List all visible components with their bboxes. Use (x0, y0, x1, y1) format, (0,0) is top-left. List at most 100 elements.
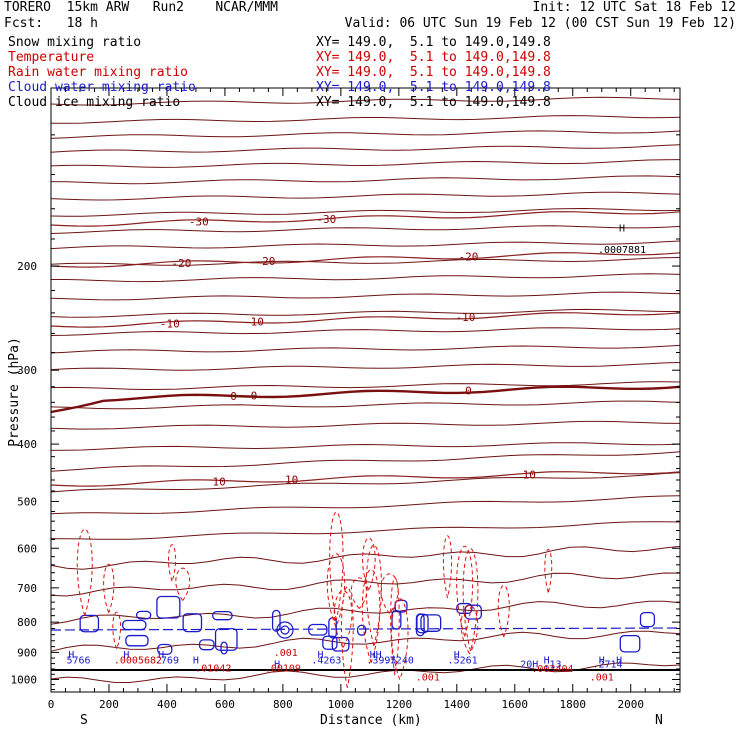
x-tick-label: 600 (215, 698, 235, 711)
cloud-water-contour (214, 628, 238, 651)
extremum-label: 5766 (66, 656, 90, 667)
x-tick-label: 1600 (502, 698, 529, 711)
theta-contour-line (50, 291, 681, 301)
cloud-water-contour (415, 613, 425, 637)
theta-contour-line (50, 545, 681, 570)
theta-contour-line (50, 130, 681, 139)
rain-water-contour (175, 567, 191, 601)
theta-contour-line (50, 600, 681, 625)
extremum-label: .769 (155, 656, 179, 667)
y-tick-label: 800 (17, 616, 37, 629)
temperature-contour--10 (50, 312, 681, 328)
cloud-water-contour (79, 614, 100, 633)
y-tick-label: 900 (17, 646, 37, 659)
extremum-label: .01042 (195, 664, 231, 675)
theta-contour-line (50, 451, 681, 472)
theta-contour-line (50, 630, 681, 652)
temperature-contour--20 (50, 252, 681, 268)
cloud-water-contour (212, 610, 233, 621)
theta-contour-line (50, 400, 681, 410)
y-tick-label: 200 (17, 260, 37, 273)
theta-contour-line (50, 344, 681, 354)
temperature-contour-label: -20 (458, 251, 478, 264)
cloud-water-contour (639, 612, 656, 628)
header-run-info: TORERO 15km ARW Run2 NCAR/MMM (4, 0, 278, 15)
rain-water-contour (341, 586, 354, 688)
field-xy-cloud-water: XY= 149.0, 5.1 to 149.0,149.8 (316, 80, 551, 95)
theta-contour-line (50, 159, 681, 168)
cloud-water-contour (420, 614, 442, 632)
rain-water-contour (361, 569, 381, 663)
extremum-label: H (318, 650, 324, 661)
extremum-label: .00109 (265, 664, 301, 675)
cloud-water-contour (135, 610, 152, 620)
cloud-water-contour (182, 613, 203, 633)
extremum-label: .7240 (384, 656, 414, 667)
theta-contour-line (50, 308, 680, 318)
theta-contour-line (50, 240, 681, 250)
y-tick-label: 400 (17, 438, 37, 451)
rain-water-contour (362, 537, 376, 591)
temperature-contour-label: 0 (251, 389, 258, 402)
theta-contour-line (50, 96, 681, 106)
cloud-water-contour (328, 617, 337, 639)
x-axis-right-end-label: N (655, 713, 663, 728)
extremum-label: .001 (590, 673, 614, 684)
theta-contour-line (51, 273, 681, 283)
extremum-label: .3995 (366, 656, 396, 667)
cloud-water-contour (356, 624, 367, 636)
cloud-water-contour (464, 604, 482, 620)
cloud-water-contour (271, 609, 281, 632)
extremum-label: .4263 (311, 656, 341, 667)
temperature-contour-label: -10 (160, 317, 180, 330)
field-xy-cloud-ice: XY= 149.0, 5.1 to 149.0,149.8 (316, 95, 551, 110)
theta-contour-line (50, 442, 681, 451)
header-forecast-hour: Fcst: 18 h (4, 16, 98, 31)
extremum-label: .003404 (531, 664, 573, 675)
cloud-water-contour (322, 635, 338, 650)
x-axis-title: Distance (km) (320, 713, 422, 728)
y-tick-label: 700 (17, 582, 37, 595)
cloud-water-contour (619, 634, 641, 653)
x-tick-label: 1000 (328, 698, 355, 711)
temperature-contour-label: 10 (523, 468, 536, 481)
theta-contour-line (50, 572, 681, 597)
extremum-label: .5261 (448, 656, 478, 667)
temperature-contour-10 (50, 471, 681, 487)
cloud-water-contour (394, 599, 408, 613)
potential-temperature-contours (50, 96, 681, 684)
rain-water-contour (544, 548, 553, 593)
cloud-water-contour (157, 643, 173, 655)
y-tick-label: 500 (17, 495, 37, 508)
temperature-contour-label: -10 (244, 315, 264, 328)
plot-frame (50, 87, 681, 693)
x-axis-left-end-label: S (80, 713, 88, 728)
extremum-label: H (616, 656, 622, 667)
temperature-contour-label: 10 (285, 474, 298, 487)
header-valid-time: Valid: 06 UTC Sun 19 Feb 12 (00 CST Sun … (344, 16, 736, 31)
x-tick-label: 2000 (617, 698, 644, 711)
theta-contour-line (50, 495, 681, 515)
cloud-water-contour (50, 627, 681, 631)
field-name-cloud-ice: Cloud ice mixing ratio (8, 95, 181, 110)
temperature-contour-label: 0 (230, 390, 237, 403)
temperature-contour-0 (50, 385, 681, 414)
rain-water-contour (462, 548, 479, 652)
theta-contour-line (50, 472, 681, 493)
extremum-label: .13 (543, 660, 561, 671)
cloud-water-contour (156, 595, 181, 619)
temperature-contour-label: -20 (256, 255, 276, 268)
temperature-contour-label: 10 (212, 475, 225, 488)
theta-contour-line (50, 207, 681, 217)
field-xy-temperature: XY= 149.0, 5.1 to 149.0,149.8 (316, 50, 551, 65)
x-tick-label: 400 (157, 698, 177, 711)
extremum-label: H (619, 224, 625, 235)
extremum-label: HH (370, 650, 382, 661)
extremum-label: H (193, 656, 199, 667)
y-axis-title: Pressure (hPa) (6, 337, 22, 447)
theta-contour-line (50, 257, 681, 266)
theta-contour-line (50, 191, 681, 201)
temperature-contour-labels: -30 -30 -20 -20 -20 -10 -10 -10 0 0 0 10 10 10 (160, 213, 536, 488)
